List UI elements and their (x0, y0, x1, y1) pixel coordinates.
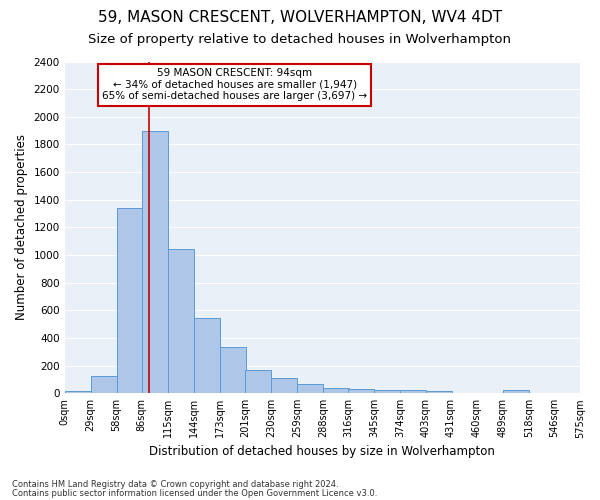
Bar (168, 249, 194, 393)
Bar (426, 391, 452, 393)
Bar (65, 391, 91, 393)
X-axis label: Distribution of detached houses by size in Wolverhampton: Distribution of detached houses by size … (149, 444, 495, 458)
Text: 59 MASON CRESCENT: 94sqm
← 34% of detached houses are smaller (1,947)
65% of sem: 59 MASON CRESCENT: 94sqm ← 34% of detach… (102, 68, 367, 102)
Bar (503, 390, 529, 393)
Bar (142, 132, 168, 393)
Text: Contains HM Land Registry data © Crown copyright and database right 2024.: Contains HM Land Registry data © Crown c… (12, 480, 338, 489)
Text: Size of property relative to detached houses in Wolverhampton: Size of property relative to detached ho… (89, 32, 511, 46)
Bar (220, 347, 246, 393)
Bar (271, 378, 297, 393)
Bar (348, 389, 374, 393)
Bar (451, 392, 477, 393)
Text: 59, MASON CRESCENT, WOLVERHAMPTON, WV4 4DT: 59, MASON CRESCENT, WOLVERHAMPTON, WV4 4… (98, 10, 502, 25)
Bar (116, 208, 143, 393)
Bar (323, 388, 349, 393)
Bar (297, 384, 323, 393)
Bar (580, 391, 600, 393)
Bar (374, 390, 400, 393)
Bar (400, 390, 426, 393)
Bar (194, 318, 220, 393)
Text: Contains public sector information licensed under the Open Government Licence v3: Contains public sector information licen… (12, 490, 377, 498)
Y-axis label: Number of detached properties: Number of detached properties (15, 134, 28, 320)
Bar (91, 376, 116, 393)
Bar (245, 370, 271, 393)
